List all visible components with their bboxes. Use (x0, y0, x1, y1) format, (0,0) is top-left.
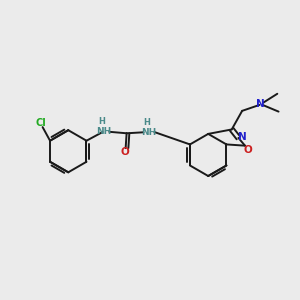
Text: H: H (143, 118, 150, 127)
Text: O: O (120, 147, 129, 158)
Text: N: N (256, 99, 265, 109)
Text: O: O (243, 145, 252, 155)
Text: N: N (238, 132, 246, 142)
Text: H: H (98, 117, 105, 126)
Text: NH: NH (96, 127, 112, 136)
Text: NH: NH (141, 128, 157, 136)
Text: Cl: Cl (35, 118, 46, 128)
